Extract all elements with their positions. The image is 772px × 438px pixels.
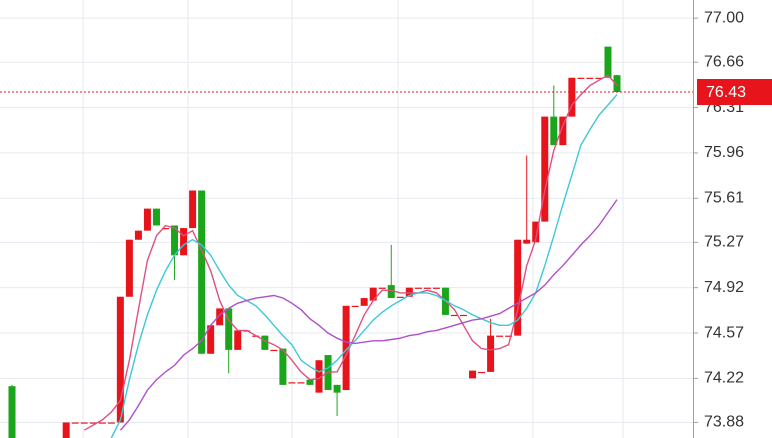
candle-body — [496, 335, 504, 337]
y-tick-label: 75.27 — [704, 234, 744, 251]
candle-body — [487, 335, 495, 372]
vertical-grid — [82, 0, 624, 438]
candle-body — [98, 422, 106, 424]
candle-body — [225, 308, 233, 350]
candle-body — [288, 382, 296, 384]
candle-body — [450, 314, 458, 317]
candle-body — [604, 46, 612, 78]
candle-body — [532, 221, 540, 243]
candle-body — [234, 330, 242, 350]
candle-body — [116, 296, 124, 423]
moving-average-line — [119, 199, 618, 431]
candle-body — [80, 422, 88, 424]
candle-body — [71, 422, 79, 424]
candle-body — [207, 325, 215, 354]
candle-body — [62, 422, 70, 438]
candle-body — [279, 348, 287, 385]
y-tick-label: 75.96 — [704, 144, 744, 161]
moving-average-line — [110, 94, 618, 438]
candle-body — [162, 228, 170, 230]
last-price-label: 76.43 — [706, 84, 746, 101]
last-price-box — [697, 79, 772, 106]
y-tick-label: 74.92 — [704, 279, 744, 296]
y-tick-label: 74.57 — [704, 324, 744, 341]
candle-body — [351, 305, 359, 308]
candle-body — [613, 75, 621, 93]
candle-body — [152, 208, 160, 226]
candle-body — [478, 371, 486, 374]
candle-body — [387, 285, 395, 299]
moving-average-line — [83, 74, 618, 431]
y-tick-label: 74.22 — [704, 370, 744, 387]
candle-body — [423, 287, 431, 289]
candle-body — [369, 287, 377, 301]
candle-body — [469, 370, 477, 379]
candle-body — [378, 287, 386, 289]
horizontal-grid — [0, 17, 693, 423]
candle-body — [171, 225, 179, 256]
y-tick-label: 77.00 — [704, 9, 744, 26]
candle-body — [360, 298, 368, 306]
candle-body — [134, 230, 142, 240]
candle-body — [559, 116, 567, 146]
y-tick-label: 73.88 — [704, 414, 744, 431]
candle-body — [89, 422, 97, 424]
candle-body — [315, 360, 323, 393]
candle-body — [107, 422, 115, 424]
candle-body — [270, 349, 278, 352]
candle-body — [333, 384, 341, 393]
candle-body — [143, 208, 151, 231]
candle-body — [342, 305, 350, 391]
candle-body — [396, 296, 404, 298]
candle-body — [577, 77, 585, 79]
candle-body — [523, 239, 531, 244]
y-tick-label: 76.66 — [704, 53, 744, 70]
candle-body — [505, 335, 513, 337]
candle-body — [541, 116, 549, 222]
candle-body — [180, 228, 188, 256]
candle-body — [189, 190, 197, 229]
candle-body — [306, 379, 314, 385]
candle-body — [550, 116, 558, 146]
candle-body — [514, 239, 522, 336]
candle-body — [432, 287, 440, 289]
candle-body — [261, 335, 269, 350]
candle-body — [8, 386, 16, 438]
candle-body — [460, 314, 467, 317]
candle-body — [595, 77, 603, 79]
candle-body — [297, 382, 305, 384]
candle-body — [586, 77, 594, 79]
candle-body — [198, 190, 206, 354]
y-tick-label: 75.61 — [704, 189, 744, 206]
candle-body — [568, 77, 576, 117]
candle-body — [414, 287, 422, 289]
candle-body — [216, 308, 224, 326]
candle-body — [125, 239, 133, 297]
